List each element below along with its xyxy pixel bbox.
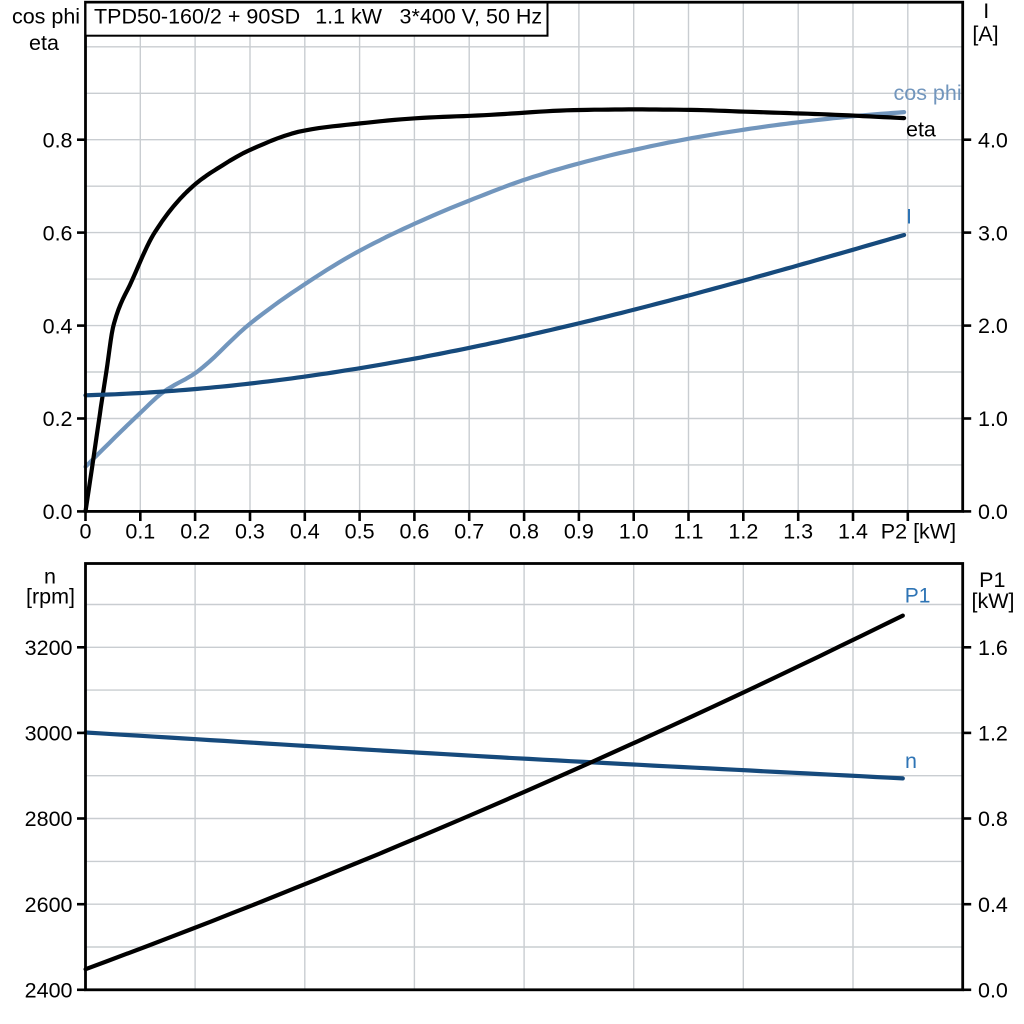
svg-text:3.0: 3.0 — [978, 221, 1008, 245]
svg-text:P1: P1 — [979, 568, 1005, 592]
svg-text:cos phi: cos phi — [12, 5, 80, 29]
svg-text:n: n — [44, 565, 56, 589]
svg-text:0.7: 0.7 — [454, 520, 484, 544]
svg-text:cos phi: cos phi — [894, 81, 962, 105]
svg-text:3*400 V, 50 Hz: 3*400 V, 50 Hz — [400, 4, 543, 28]
svg-text:[A]: [A] — [972, 22, 998, 46]
svg-text:3000: 3000 — [25, 722, 73, 746]
svg-text:1.4: 1.4 — [838, 520, 868, 544]
svg-text:1.1: 1.1 — [674, 520, 704, 544]
svg-text:I: I — [906, 205, 912, 229]
svg-text:3200: 3200 — [25, 636, 73, 660]
svg-text:n: n — [905, 749, 917, 773]
svg-text:0.6: 0.6 — [43, 221, 73, 245]
svg-text:[rpm]: [rpm] — [26, 585, 75, 609]
svg-text:2400: 2400 — [25, 979, 73, 1003]
svg-text:1.0: 1.0 — [619, 520, 649, 544]
svg-text:0.2: 0.2 — [43, 407, 73, 431]
svg-text:0.0: 0.0 — [978, 979, 1008, 1003]
svg-text:I: I — [983, 0, 989, 23]
svg-text:0.0: 0.0 — [978, 500, 1008, 524]
svg-text:1.1 kW: 1.1 kW — [315, 4, 383, 28]
svg-text:TPD50-160/2 + 90SD: TPD50-160/2 + 90SD — [94, 4, 300, 28]
svg-text:0: 0 — [80, 520, 92, 544]
svg-text:eta: eta — [29, 31, 59, 55]
svg-text:1.2: 1.2 — [728, 520, 758, 544]
svg-text:0.3: 0.3 — [235, 520, 265, 544]
svg-text:0.9: 0.9 — [564, 520, 594, 544]
svg-text:eta: eta — [906, 118, 936, 142]
svg-text:2800: 2800 — [25, 807, 73, 831]
svg-text:0.4: 0.4 — [290, 520, 320, 544]
svg-text:0.2: 0.2 — [180, 520, 210, 544]
svg-text:2600: 2600 — [25, 893, 73, 917]
svg-text:0.8: 0.8 — [978, 807, 1008, 831]
svg-text:0.1: 0.1 — [125, 520, 155, 544]
svg-text:P2 [kW]: P2 [kW] — [881, 520, 956, 544]
svg-text:4.0: 4.0 — [978, 128, 1008, 152]
svg-text:1.6: 1.6 — [978, 636, 1008, 660]
svg-text:0.4: 0.4 — [43, 314, 73, 338]
svg-text:1.2: 1.2 — [978, 722, 1008, 746]
svg-text:0.4: 0.4 — [978, 893, 1008, 917]
svg-text:2.0: 2.0 — [978, 314, 1008, 338]
svg-text:0.5: 0.5 — [345, 520, 375, 544]
svg-text:[kW]: [kW] — [972, 589, 1015, 613]
svg-text:1.3: 1.3 — [783, 520, 813, 544]
svg-text:0.0: 0.0 — [43, 500, 73, 524]
svg-text:P1: P1 — [905, 585, 931, 608]
svg-text:0.6: 0.6 — [399, 520, 429, 544]
svg-text:0.8: 0.8 — [509, 520, 539, 544]
svg-text:0.8: 0.8 — [43, 128, 73, 152]
svg-text:1.0: 1.0 — [978, 407, 1008, 431]
